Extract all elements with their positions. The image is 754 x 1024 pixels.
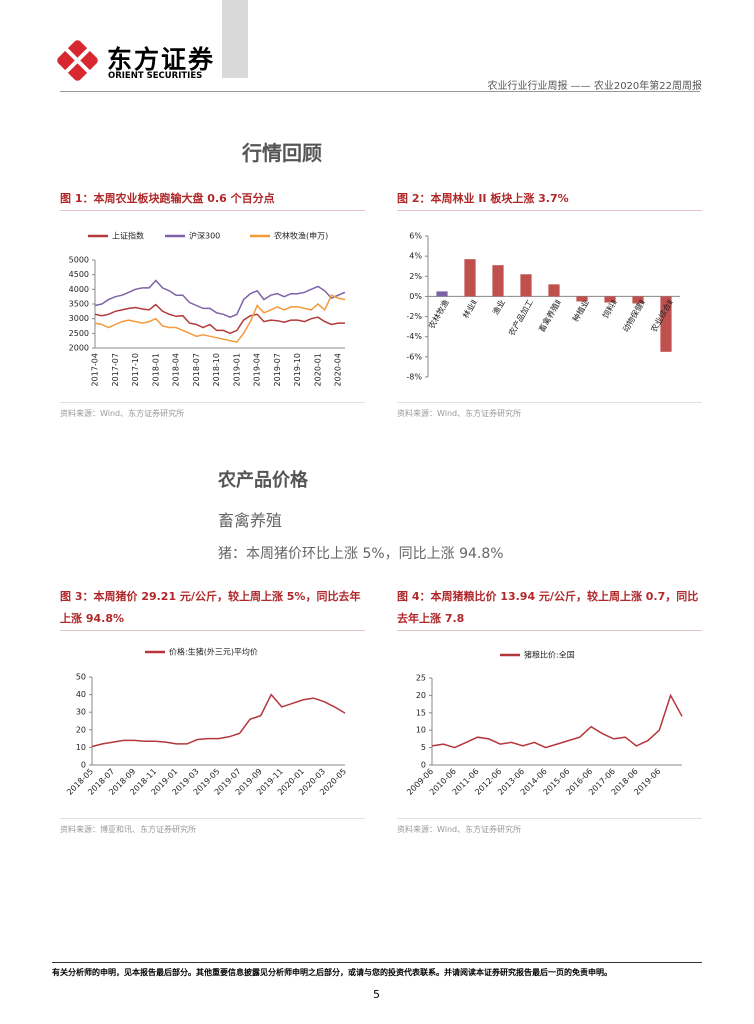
x-tick-label: 种植业 — [570, 298, 591, 324]
x-tick-label: 农林牧渔 — [426, 298, 451, 331]
bar — [520, 274, 532, 297]
source: 资料来源：Wind、东方证券研究所 — [397, 402, 702, 419]
y-tick-label: 0 — [81, 761, 86, 770]
y-tick-label: 5000 — [69, 256, 89, 265]
y-tick-label: 2500 — [69, 329, 89, 338]
y-tick-label: 0 — [421, 761, 426, 770]
logo-mark — [57, 40, 98, 81]
bar — [464, 259, 476, 297]
y-tick-label: -6% — [406, 352, 422, 361]
source: 资料来源：Wind、东方证券研究所 — [397, 818, 702, 835]
legend-label: 上证指数 — [112, 231, 144, 241]
y-tick-label: 20 — [416, 691, 426, 700]
x-tick-label: 2019-01 — [232, 353, 241, 386]
series-line — [91, 693, 346, 748]
y-tick-label: 10 — [76, 743, 86, 752]
x-tick-label: 2017-07 — [111, 353, 120, 386]
bar — [492, 265, 504, 297]
y-tick-label: 3000 — [69, 314, 89, 323]
x-tick-label: 2018-07 — [192, 353, 201, 386]
x-tick-label: 农产品加工 — [506, 298, 535, 338]
section-title: 农产品价格 — [218, 470, 308, 491]
bar — [576, 296, 588, 302]
legend-label: 沪深300 — [189, 231, 220, 241]
y-tick-label: 15 — [416, 708, 426, 717]
figure-title: 图 3：本周猪价 29.21 元/公斤，较上周上涨 5%，同比去年上涨 94.8… — [60, 586, 365, 631]
y-tick-label: 4% — [409, 252, 422, 261]
legend-label: 价格:生猪(外三元)平均价 — [169, 647, 258, 657]
y-tick-label: 10 — [416, 726, 426, 735]
series-line — [94, 303, 345, 335]
y-tick-label: 30 — [76, 708, 86, 717]
x-tick-label: 饲料Ⅱ — [600, 298, 619, 320]
y-tick-label: 4000 — [69, 285, 89, 294]
x-tick-label: 2019-07 — [273, 353, 282, 386]
y-tick-label: 50 — [76, 673, 86, 682]
y-tick-label: -8% — [406, 373, 422, 382]
section-title: 行情回顾 — [242, 141, 322, 165]
y-tick-label: 20 — [76, 725, 86, 734]
legend-label: 农林牧渔(申万) — [274, 231, 328, 241]
x-tick-label: 2018-04 — [172, 353, 181, 386]
x-tick-label: 畜禽养殖Ⅱ — [536, 298, 563, 334]
source: 资料来源：博亚和讯、东方证券研究所 — [60, 818, 365, 835]
summary: 猪：本周猪价环比上涨 5%，同比上涨 94.8% — [218, 546, 504, 562]
y-tick-label: 25 — [416, 674, 426, 683]
figure-title: 图 4：本周猪粮比价 13.94 元/公斤，较上周上涨 0.7，同比去年上涨 7… — [397, 586, 702, 631]
x-tick-label: 2018-10 — [212, 353, 221, 386]
bar — [604, 296, 616, 303]
x-tick-label: 2019-04 — [253, 353, 262, 386]
bar — [660, 296, 672, 352]
figure-title: 图 2：本周林业 II 板块上涨 3.7% — [397, 188, 702, 211]
bar — [436, 291, 448, 297]
series-line — [94, 279, 346, 319]
report-title: 农业行业行业周报 —— 农业2020年第22周周报 — [487, 81, 702, 92]
figure-title: 图 1：本周农业板块跑输大盘 0.6 个百分点 — [60, 188, 365, 211]
source: 资料来源：Wind、东方证券研究所 — [60, 402, 365, 419]
x-tick-label: 渔业 — [490, 298, 507, 317]
x-tick-label: 2017-04 — [91, 353, 100, 386]
page-number: 5 — [373, 988, 380, 1001]
y-tick-label: 2000 — [69, 344, 89, 353]
series-line — [431, 693, 683, 749]
x-tick-label: 2020-01 — [313, 353, 322, 386]
x-tick-label: 2018-01 — [151, 353, 160, 386]
y-tick-label: 3500 — [69, 300, 89, 309]
legend-label: 猪粮比价:全国 — [524, 650, 575, 660]
bar — [548, 284, 560, 297]
disclaimer: 有关分析师的申明，见本报告最后部分。其他重要信息披露见分析师申明之后部分，或请与… — [52, 962, 702, 978]
y-tick-label: -4% — [406, 332, 422, 341]
x-tick-label: 2019-10 — [293, 353, 302, 386]
y-tick-label: 0% — [409, 292, 422, 301]
x-tick-label: 2017-10 — [131, 353, 140, 386]
y-tick-label: 4500 — [69, 270, 89, 279]
header-bar — [222, 0, 248, 78]
y-tick-label: 2% — [409, 272, 422, 281]
subsection-title: 畜禽养殖 — [218, 511, 283, 530]
y-tick-label: 5 — [421, 743, 426, 752]
series-line — [94, 294, 346, 343]
x-tick-label: 林业Ⅱ — [460, 298, 479, 320]
bar — [632, 296, 644, 304]
x-tick-label: 2020-04 — [334, 353, 343, 386]
logo-cn: 东方证券 — [107, 45, 216, 74]
y-tick-label: 6% — [409, 232, 422, 241]
y-tick-label: -2% — [406, 312, 422, 321]
header-rule — [60, 91, 700, 92]
y-tick-label: 40 — [76, 690, 86, 699]
logo-en: ORIENT SECURITIES — [108, 71, 203, 81]
